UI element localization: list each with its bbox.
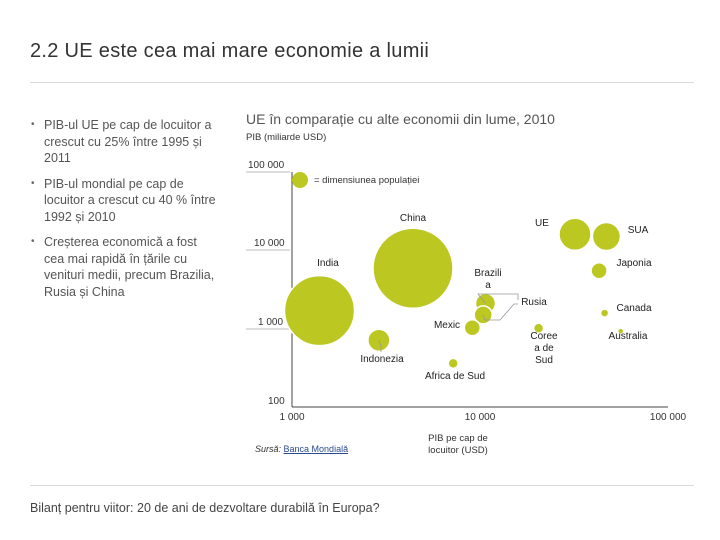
x-axis-label: PIB pe cap de locuitor (USD) bbox=[428, 433, 488, 456]
chart-title: UE în comparație cu alte economii din lu… bbox=[246, 111, 555, 127]
bubble-ue bbox=[558, 217, 592, 252]
bubble-label-mexic: Mexic bbox=[434, 320, 460, 331]
source-note: Sursă: Banca Mondială bbox=[255, 444, 348, 454]
x-tick-label: 10 000 bbox=[465, 412, 496, 423]
footer-divider bbox=[30, 485, 694, 486]
bubble-label-ue: UE bbox=[535, 218, 549, 229]
bubble-label-indonezia: Indonezia bbox=[360, 354, 404, 365]
bullet-list: PIB-ul UE pe cap de locuitor a crescut c… bbox=[30, 117, 220, 309]
bubble-label-india: India bbox=[317, 258, 339, 269]
x-tick-label: 1 000 bbox=[279, 412, 304, 423]
size-legend: = dimensiunea populației bbox=[292, 172, 419, 188]
label-connector bbox=[477, 293, 519, 304]
bubble-label-canada: Canada bbox=[616, 303, 651, 314]
bubble-canada bbox=[599, 308, 610, 318]
x-tick-label: 100 000 bbox=[650, 412, 687, 423]
bubbles bbox=[283, 217, 625, 370]
label-connector bbox=[482, 303, 518, 321]
bubble-japonia bbox=[590, 261, 608, 280]
size-legend-bubble bbox=[292, 172, 308, 188]
bubble-labels: China India UE SUA Japonia Brazili a Rusia Mexic… bbox=[317, 213, 652, 382]
label-connectors bbox=[378, 293, 519, 352]
bubble-australia bbox=[616, 327, 625, 335]
source-label: Sursă: bbox=[255, 444, 282, 454]
bubble-label-australia: Australia bbox=[609, 331, 648, 342]
bubble-label-sua: SUA bbox=[628, 225, 649, 236]
bubble-label-brazilia: Brazili a bbox=[474, 268, 501, 291]
y-tick-label: 100 000 bbox=[248, 160, 285, 171]
title-divider bbox=[30, 82, 694, 83]
bubble-label-rusia: Rusia bbox=[521, 297, 547, 308]
bubble-label-china: China bbox=[400, 213, 427, 224]
bubble-africa-de-sud bbox=[447, 357, 459, 370]
y-tick-label: 1 000 bbox=[258, 317, 283, 328]
bubble-label-japonia: Japonia bbox=[616, 258, 651, 269]
slide-title: 2.2 UE este cea mai mare economie a lumi… bbox=[30, 40, 430, 62]
footer-text: Bilanț pentru viitor: 20 de ani de dezvo… bbox=[30, 501, 380, 515]
bubble-china bbox=[372, 227, 454, 310]
bubble-label-coreea-de-sud: Coree a de Sud bbox=[530, 331, 558, 366]
size-legend-text: = dimensiunea populației bbox=[314, 175, 419, 186]
bubble-label-africa-de-sud: Africa de Sud bbox=[425, 371, 485, 382]
bullet-item: Creșterea economică a fost cea mai rapid… bbox=[30, 234, 220, 300]
y-axis-ticks: 100 000 10 000 1 000 100 bbox=[246, 160, 290, 407]
source-link[interactable]: Banca Mondială bbox=[283, 444, 349, 454]
bubble-coreea-de-sud bbox=[532, 322, 545, 335]
y-axis-label: PIB (miliarde USD) bbox=[246, 132, 327, 143]
label-connector bbox=[378, 340, 382, 352]
bubble-mexic bbox=[463, 318, 482, 337]
bubble-sua bbox=[591, 221, 622, 252]
y-tick-label: 100 bbox=[268, 396, 285, 407]
x-axis-ticks: 1 000 10 000 100 000 bbox=[279, 412, 686, 423]
bullet-item: PIB-ul UE pe cap de locuitor a crescut c… bbox=[30, 117, 220, 167]
bubble-india bbox=[283, 274, 356, 347]
bullet-item: PIB-ul mondial pe cap de locuitor a cres… bbox=[30, 176, 220, 226]
y-tick-label: 10 000 bbox=[254, 238, 285, 249]
